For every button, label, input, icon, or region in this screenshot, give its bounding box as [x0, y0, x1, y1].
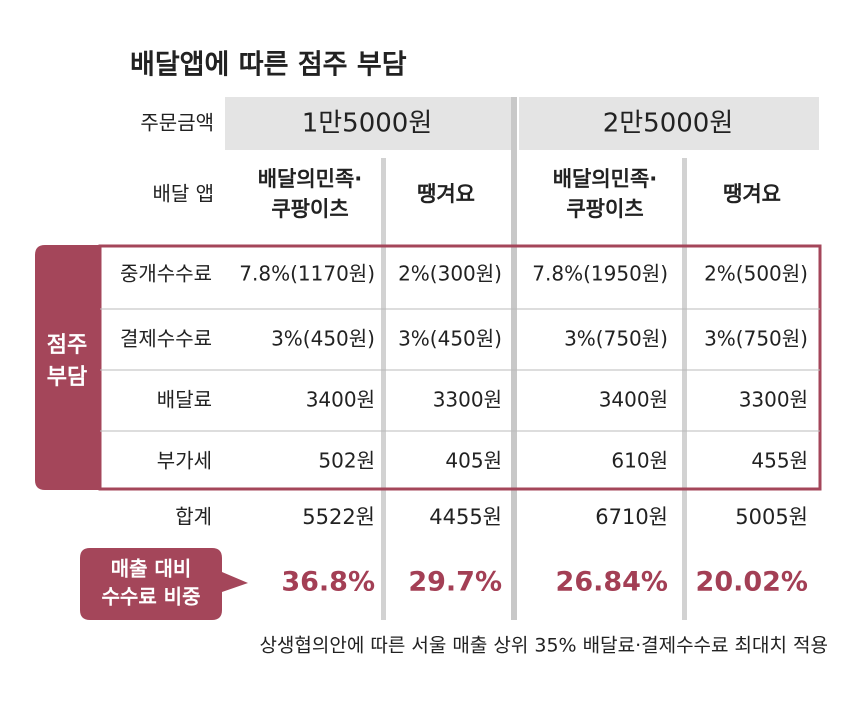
column-divider: [381, 158, 386, 620]
cell: 2%(300원): [398, 262, 502, 286]
row-label: 합계: [175, 505, 212, 529]
total-cell: 6710원: [595, 505, 668, 529]
app-name: 쿠팡이츠: [271, 197, 348, 221]
cell: 3%(450원): [271, 327, 375, 351]
header-cell: [225, 97, 513, 150]
column-divider: [511, 97, 517, 620]
app-name: 땡겨요: [723, 182, 781, 206]
cell: 3300원: [433, 388, 502, 412]
ratio-cell: 20.02%: [696, 567, 808, 598]
cell: 3%(750원): [564, 327, 668, 351]
header-cell: [519, 97, 819, 150]
total-cell: 5005원: [735, 505, 808, 529]
total-cell: 4455원: [429, 505, 502, 529]
cell: 455원: [751, 449, 808, 473]
app-name: 땡겨요: [417, 182, 475, 206]
footnote: 상생협의안에 따른 서울 매출 상위 35% 배달료·결제수수료 최대치 적용: [259, 635, 828, 657]
order-amount: 1만5000원: [302, 109, 433, 139]
cell: 502원: [318, 449, 375, 473]
row-label: 부가세: [157, 449, 212, 473]
ratio-cell: 29.7%: [408, 567, 502, 598]
ratio-cell: 26.84%: [556, 567, 668, 598]
ratio-callout: [80, 548, 248, 620]
cell: 3300원: [739, 388, 808, 412]
app-name: 쿠팡이츠: [566, 197, 643, 221]
ratio-label: 수수료 비중: [102, 585, 201, 609]
ratio-label: 매출 대비: [111, 557, 192, 581]
group-box: [98, 244, 822, 491]
cell: 2%(500원): [704, 262, 808, 286]
group-label: 점주: [47, 333, 87, 358]
total-cell: 5522원: [302, 505, 375, 529]
group-label: 부담: [47, 365, 87, 390]
row-label: 배달 앱: [152, 182, 214, 206]
app-name: 배달의민족·: [258, 167, 363, 191]
row-label: 중개수수료: [120, 262, 212, 286]
cell: 3%(750원): [704, 327, 808, 351]
app-name: 배달의민족·: [553, 167, 658, 191]
column-divider: [682, 158, 687, 620]
cell: 7.8%(1170원): [239, 262, 375, 286]
cell: 610원: [611, 449, 668, 473]
group-tab: [35, 245, 100, 490]
ratio-cell: 36.8%: [281, 567, 375, 598]
row-label: 주문금액: [140, 111, 214, 135]
row-label: 배달료: [157, 388, 212, 412]
cell: 3%(450원): [398, 327, 502, 351]
cell: 3400원: [306, 388, 375, 412]
cell: 3400원: [599, 388, 668, 412]
title: 배달앱에 따른 점주 부담: [130, 50, 407, 81]
cell: 405원: [445, 449, 502, 473]
order-amount: 2만5000원: [603, 109, 734, 139]
cell: 7.8%(1950원): [532, 262, 668, 286]
row-label: 결제수수료: [120, 327, 212, 351]
